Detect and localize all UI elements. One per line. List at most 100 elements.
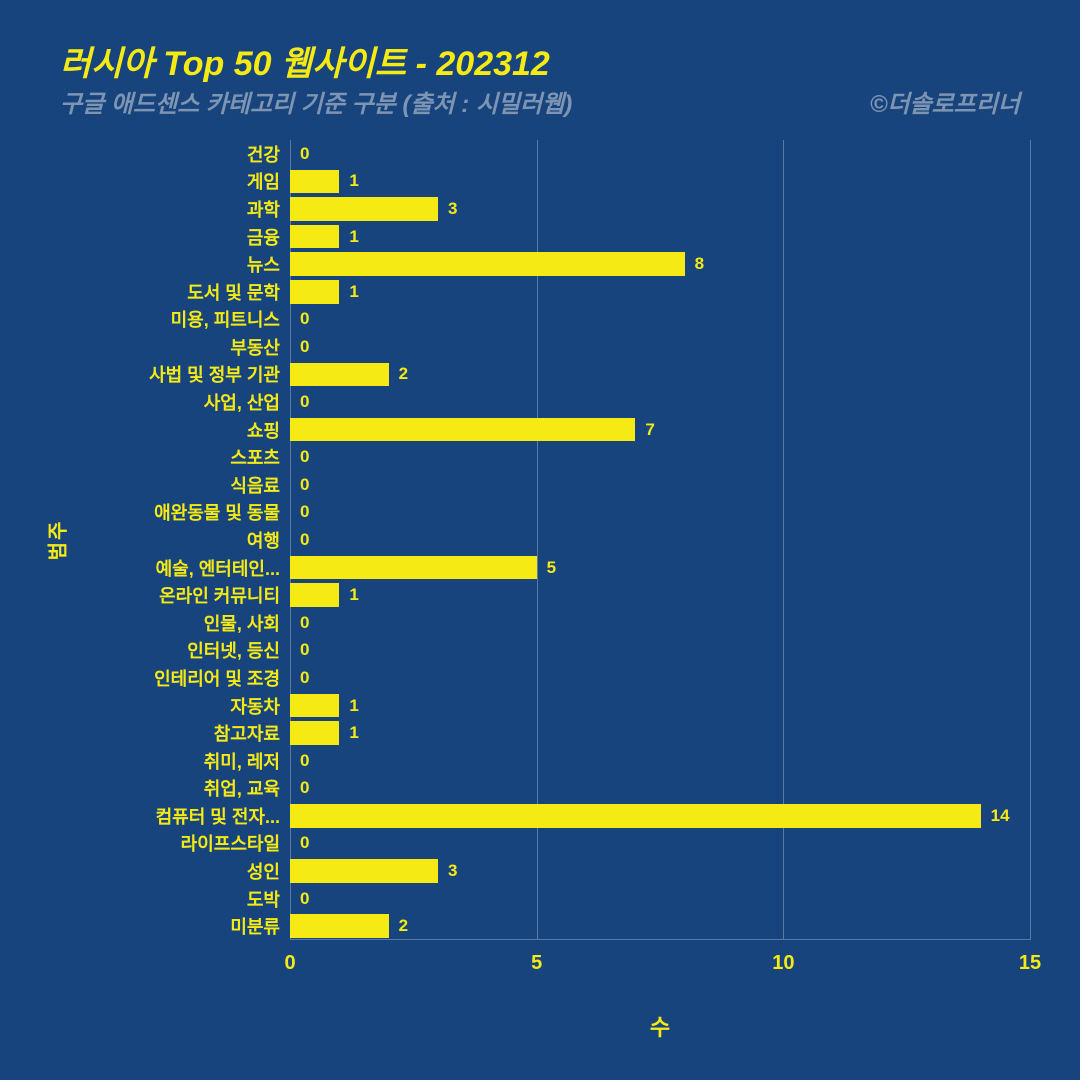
bar-value-label: 5 <box>537 558 556 578</box>
bar-row: 미분류2 <box>290 912 1030 940</box>
bar-value-label: 1 <box>339 723 358 743</box>
bar <box>290 556 537 580</box>
category-label: 성인 <box>247 858 290 884</box>
category-label: 애완동물 및 동물 <box>154 499 290 525</box>
chart-title: 러시아 Top 50 웹사이트 - 202312 <box>60 36 550 85</box>
bar-row: 건강0 <box>290 140 1030 168</box>
bar-value-label: 0 <box>290 144 309 164</box>
bar <box>290 721 339 745</box>
bar <box>290 225 339 249</box>
category-label: 참고자료 <box>214 720 290 746</box>
bar <box>290 914 389 938</box>
category-label: 식음료 <box>230 472 290 498</box>
category-label: 도서 및 문학 <box>187 279 290 305</box>
bar-row: 취업, 교육0 <box>290 774 1030 802</box>
bar <box>290 252 685 276</box>
bar-row: 컴퓨터 및 전자...14 <box>290 802 1030 830</box>
bar-value-label: 1 <box>339 227 358 247</box>
bar-value-label: 0 <box>290 778 309 798</box>
bar-row: 라이프스타일0 <box>290 830 1030 858</box>
bar-row: 과학3 <box>290 195 1030 223</box>
category-label: 미용, 피트니스 <box>171 306 290 332</box>
bar-row: 예술, 엔터테인...5 <box>290 554 1030 582</box>
bar-value-label: 0 <box>290 640 309 660</box>
bar-value-label: 2 <box>389 364 408 384</box>
category-label: 사업, 산업 <box>204 389 290 415</box>
bar-row: 인테리어 및 조경0 <box>290 664 1030 692</box>
bar-value-label: 1 <box>339 171 358 191</box>
bar-value-label: 0 <box>290 668 309 688</box>
category-label: 금융 <box>247 224 290 250</box>
bar-value-label: 0 <box>290 475 309 495</box>
category-label: 사법 및 정부 기관 <box>149 361 290 387</box>
category-label: 온라인 커뮤니티 <box>159 582 290 608</box>
x-axis-title: 수 <box>650 1010 670 1042</box>
bar-row: 자동차1 <box>290 692 1030 720</box>
bar-value-label: 0 <box>290 889 309 909</box>
bar-row: 부동산0 <box>290 333 1030 361</box>
category-label: 예술, 엔터테인... <box>156 555 290 581</box>
bar <box>290 363 389 387</box>
category-label: 도박 <box>247 886 290 912</box>
category-label: 미분류 <box>230 913 290 939</box>
x-tick-label: 15 <box>1019 940 1041 975</box>
category-label: 게임 <box>247 168 290 194</box>
bar-row: 도박0 <box>290 885 1030 913</box>
y-axis-title: 범주 <box>42 520 71 561</box>
bar-row: 취미, 레저0 <box>290 747 1030 775</box>
x-tick-label: 10 <box>772 940 794 975</box>
bar-value-label: 0 <box>290 337 309 357</box>
bar <box>290 170 339 194</box>
x-tick-label: 5 <box>531 940 542 975</box>
bar-row: 온라인 커뮤니티1 <box>290 581 1030 609</box>
chart-credit: ©더솔로프리너 <box>870 84 1020 119</box>
bar-value-label: 0 <box>290 392 309 412</box>
bar-value-label: 0 <box>290 447 309 467</box>
bar-row: 사업, 산업0 <box>290 388 1030 416</box>
bar <box>290 280 339 304</box>
bar-value-label: 0 <box>290 751 309 771</box>
bar-row: 미용, 피트니스0 <box>290 306 1030 334</box>
bar-value-label: 0 <box>290 613 309 633</box>
bar-value-label: 14 <box>981 806 1010 826</box>
category-label: 컴퓨터 및 전자... <box>156 803 290 829</box>
bar-row: 게임1 <box>290 168 1030 196</box>
bar-row: 인물, 사회0 <box>290 609 1030 637</box>
bar-value-label: 1 <box>339 585 358 605</box>
x-tick-label: 0 <box>284 940 295 975</box>
category-label: 자동차 <box>230 693 290 719</box>
bar-row: 쇼핑7 <box>290 416 1030 444</box>
bar-row: 애완동물 및 동물0 <box>290 499 1030 527</box>
bar-value-label: 7 <box>635 420 654 440</box>
bar-row: 참고자료1 <box>290 719 1030 747</box>
bar <box>290 418 635 442</box>
bar-row: 성인3 <box>290 857 1030 885</box>
category-label: 과학 <box>247 196 290 222</box>
bar <box>290 583 339 607</box>
bar-row: 사법 및 정부 기관2 <box>290 361 1030 389</box>
bar-value-label: 8 <box>685 254 704 274</box>
bar <box>290 859 438 883</box>
bar <box>290 197 438 221</box>
plot-area: 051015건강0게임1과학3금융1뉴스8도서 및 문학1미용, 피트니스0부동… <box>290 140 1030 940</box>
bar-row: 뉴스8 <box>290 250 1030 278</box>
bar-value-label: 3 <box>438 861 457 881</box>
bar-value-label: 2 <box>389 916 408 936</box>
bar-value-label: 0 <box>290 530 309 550</box>
bar-value-label: 1 <box>339 696 358 716</box>
bar-row: 도서 및 문학1 <box>290 278 1030 306</box>
bar <box>290 804 981 828</box>
grid-line <box>1030 140 1031 940</box>
bar-row: 인터넷, 등신0 <box>290 637 1030 665</box>
category-label: 뉴스 <box>247 251 290 277</box>
category-label: 인물, 사회 <box>204 610 290 636</box>
bar-value-label: 3 <box>438 199 457 219</box>
bar-row: 여행0 <box>290 526 1030 554</box>
bar-value-label: 0 <box>290 502 309 522</box>
bar <box>290 694 339 718</box>
category-label: 인테리어 및 조경 <box>154 665 290 691</box>
category-label: 취미, 레저 <box>204 748 290 774</box>
category-label: 라이프스타일 <box>181 830 290 856</box>
bar-value-label: 0 <box>290 833 309 853</box>
category-label: 부동산 <box>230 334 290 360</box>
